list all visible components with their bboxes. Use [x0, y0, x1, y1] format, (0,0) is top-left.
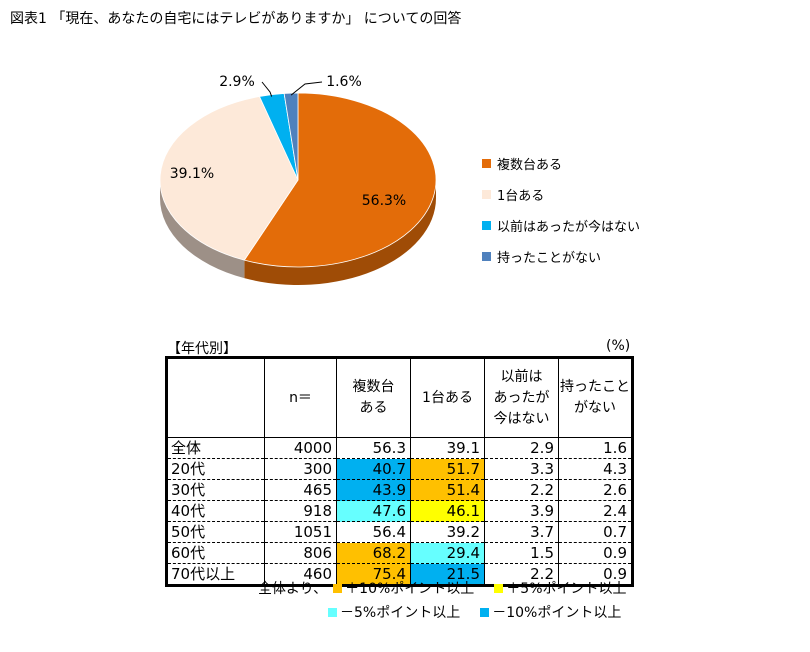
pie-data-label-3: 1.6% [326, 74, 362, 90]
table-row: 30代 465 43.9 51.4 2.2 2.6 [166, 479, 633, 501]
legend-swatch-0 [482, 159, 491, 168]
table-unit-label: (%) [606, 338, 631, 354]
table-cell: 46.1 [410, 500, 485, 522]
footnote-prefix: 全体より、 [258, 581, 328, 597]
table-row: 60代 806 68.2 29.4 1.5 0.9 [166, 542, 633, 564]
table-cell: 39.2 [410, 521, 485, 543]
table-cell: 56.3 [336, 437, 411, 459]
legend-item-0: 複数台ある [482, 148, 640, 179]
minus10-swatch [480, 607, 490, 617]
table-cell: 51.7 [410, 458, 485, 480]
table-header-1: n＝ [264, 357, 337, 438]
table-cell: 4000 [264, 437, 337, 459]
data-table: n＝ 複数台 ある 1台ある 以前は あったが 今はない 持ったこと がない 全体 4000 56.… [165, 356, 634, 587]
table-cell: 806 [264, 542, 337, 564]
pie-data-label-1: 39.1% [170, 166, 214, 182]
table-cell: 1.5 [484, 542, 559, 564]
table-cell: 68.2 [336, 542, 411, 564]
table-section-label: 【年代別】 [167, 341, 237, 357]
table-cell: 3.9 [484, 500, 559, 522]
table-cell: 2.2 [484, 479, 559, 501]
pie-slice-1 [159, 96, 299, 261]
table-header-2: 複数台 ある [336, 357, 411, 438]
legend-label-0: 複数台ある [497, 158, 563, 173]
legend-item-1: 1台ある [482, 179, 640, 210]
footnote-row-1: 全体より、 ＋10%ポイント以上 ＋5%ポイント以上 [258, 578, 627, 598]
table-row: 50代 1051 56.4 39.2 3.7 0.7 [166, 521, 633, 543]
table-cell: 2.2 [484, 563, 559, 586]
legend: 複数台ある 1台ある以前はあったが今はない 持ったことがない [482, 148, 640, 272]
table-cell: 0.7 [558, 521, 633, 543]
table-cell: 75.4 [336, 563, 411, 586]
table-cell: 1.6 [558, 437, 633, 459]
row-label: 全体 [166, 437, 265, 459]
table-header-5: 持ったこと がない [558, 357, 633, 438]
table-cell: 3.7 [484, 521, 559, 543]
footnote-minus10: －10%ポイント以上 [492, 605, 622, 621]
table-cell: 51.4 [410, 479, 485, 501]
legend-swatch-2 [482, 221, 491, 230]
table-header-3: 1台ある [410, 357, 485, 438]
pie-side-0 [244, 180, 436, 285]
pie-slice-0 [243, 92, 437, 268]
legend-label-3: 持ったことがない [497, 251, 602, 266]
table-cell: 2.6 [558, 479, 633, 501]
table-header-4: 以前は あったが 今はない [484, 357, 559, 438]
legend-item-2: 以前はあったが今はない [482, 210, 640, 241]
table-row: 20代 300 40.7 51.7 3.3 4.3 [166, 458, 633, 480]
table-cell: 1051 [264, 521, 337, 543]
plus5-swatch [494, 583, 504, 593]
table-cell: 21.5 [410, 563, 485, 586]
footnote-row-2: －5%ポイント以上 －10%ポイント以上 [322, 602, 621, 622]
table-cell: 300 [264, 458, 337, 480]
legend-item-3: 持ったことがない [482, 241, 640, 272]
table-cell: 465 [264, 479, 337, 501]
table-row: 全体 4000 56.3 39.1 2.9 1.6 [166, 437, 633, 459]
plus10-swatch [333, 583, 343, 593]
leader-line-0 [261, 81, 273, 97]
table-cell: 2.9 [484, 437, 559, 459]
row-label: 60代 [166, 542, 265, 564]
table-cell: 29.4 [410, 542, 485, 564]
pie-slice-3 [283, 92, 299, 181]
table-cell: 3.3 [484, 458, 559, 480]
row-label: 70代以上 [166, 563, 265, 586]
pie-chart: 56.3% 39.1% 2.9% 1.6% [159, 74, 437, 285]
footnote-plus5: ＋5%ポイント以上 [506, 581, 627, 597]
chart-title: 図表1 「現在、あなたの自宅にはテレビがありますか」 についての回答 [10, 11, 462, 27]
table-header-0 [166, 357, 265, 438]
table-cell: 47.6 [336, 500, 411, 522]
row-label: 40代 [166, 500, 265, 522]
footnote-plus10: ＋10%ポイント以上 [345, 581, 475, 597]
table-cell: 0.9 [558, 542, 633, 564]
legend-swatch-1 [482, 190, 491, 199]
footnote-minus5: －5%ポイント以上 [340, 605, 461, 621]
table-cell: 0.9 [558, 563, 633, 586]
table-cell: 39.1 [410, 437, 485, 459]
pie-data-label-2: 2.9% [219, 74, 255, 90]
minus5-swatch [328, 607, 337, 617]
legend-label-1: 1台ある [497, 189, 545, 204]
table-cell: 918 [264, 500, 337, 522]
table-cell: 56.4 [336, 521, 411, 543]
legend-swatch-3 [482, 252, 491, 261]
table-cell: 40.7 [336, 458, 411, 480]
pie-data-label-0: 56.3% [362, 193, 406, 209]
table-cell: 4.3 [558, 458, 633, 480]
table-cell: 460 [264, 563, 337, 586]
leader-line-1 [290, 81, 323, 96]
row-label: 50代 [166, 521, 265, 543]
row-label: 30代 [166, 479, 265, 501]
table-cell: 43.9 [336, 479, 411, 501]
table-cell: 2.4 [558, 500, 633, 522]
legend-label-2: 以前はあったが今はない [497, 220, 641, 235]
table-row: 70代以上 460 75.4 21.5 2.2 0.9 [166, 563, 633, 586]
row-label: 20代 [166, 458, 265, 480]
table-row: 40代 918 47.6 46.1 3.9 2.4 [166, 500, 633, 522]
